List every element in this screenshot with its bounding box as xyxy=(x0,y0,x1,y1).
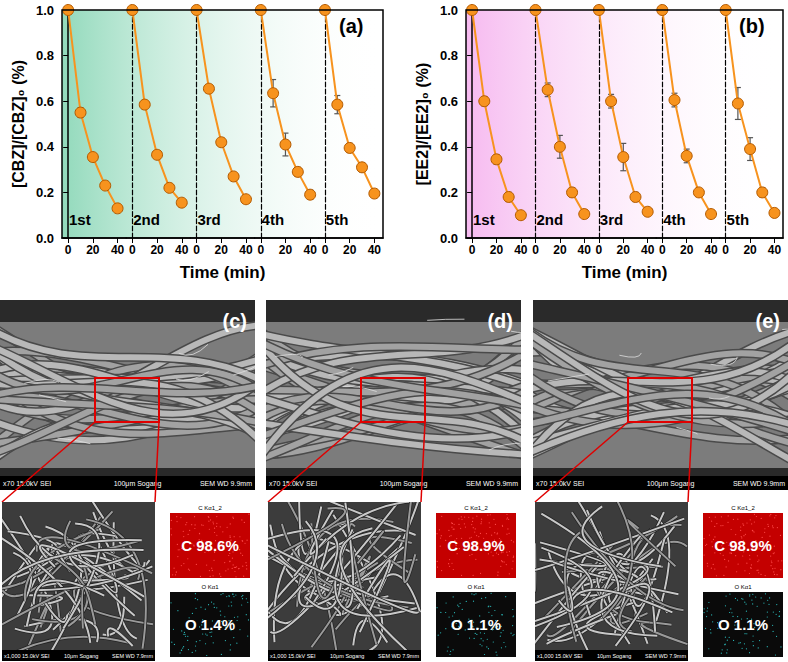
svg-text:0: 0 xyxy=(65,243,72,257)
svg-text:[EE2]/[EE2]₀ (%): [EE2]/[EE2]₀ (%) xyxy=(414,63,431,186)
svg-text:1.0: 1.0 xyxy=(440,3,458,18)
svg-text:100μm Sogang: 100μm Sogang xyxy=(380,480,428,488)
svg-text:x1,000 15.0kV SEI: x1,000 15.0kV SEI xyxy=(537,653,583,659)
svg-text:0: 0 xyxy=(722,243,729,257)
svg-text:4th: 4th xyxy=(663,211,686,228)
svg-text:x1,000 15.0kV SEI: x1,000 15.0kV SEI xyxy=(4,653,50,659)
svg-text:40: 40 xyxy=(368,243,382,257)
svg-text:20: 20 xyxy=(617,243,631,257)
svg-text:100μm Sogang: 100μm Sogang xyxy=(114,480,162,488)
svg-text:O Kα1: O Kα1 xyxy=(201,584,219,590)
svg-text:40: 40 xyxy=(704,243,718,257)
svg-text:20: 20 xyxy=(490,243,504,257)
svg-text:20: 20 xyxy=(680,243,694,257)
svg-text:C 98.9%: C 98.9% xyxy=(447,537,505,554)
svg-text:0.0: 0.0 xyxy=(440,231,458,246)
svg-text:3rd: 3rd xyxy=(600,211,623,228)
svg-text:C Kα1_2: C Kα1_2 xyxy=(731,505,755,511)
svg-text:2nd: 2nd xyxy=(536,211,563,228)
svg-text:0: 0 xyxy=(659,243,666,257)
svg-text:O Kα1: O Kα1 xyxy=(734,584,752,590)
svg-text:C Kα1_2: C Kα1_2 xyxy=(464,505,488,511)
svg-text:0: 0 xyxy=(129,243,136,257)
svg-text:20: 20 xyxy=(215,243,229,257)
svg-text:C 98.9%: C 98.9% xyxy=(714,537,772,554)
svg-text:O 1.1%: O 1.1% xyxy=(718,616,768,633)
svg-text:20: 20 xyxy=(150,243,164,257)
svg-text:40: 40 xyxy=(239,243,253,257)
svg-text:O 1.4%: O 1.4% xyxy=(185,616,235,633)
svg-text:O 1.1%: O 1.1% xyxy=(451,616,501,633)
svg-text:(e): (e) xyxy=(756,310,780,332)
svg-text:Time (min): Time (min) xyxy=(180,263,266,282)
svg-text:40: 40 xyxy=(514,243,528,257)
svg-text:10μm Sogang: 10μm Sogang xyxy=(330,653,364,659)
svg-text:Time (min): Time (min) xyxy=(582,263,668,282)
svg-text:40: 40 xyxy=(578,243,592,257)
svg-text:x1,000 15.0kV SEI: x1,000 15.0kV SEI xyxy=(270,653,316,659)
svg-text:0.8: 0.8 xyxy=(440,48,458,63)
svg-text:0.8: 0.8 xyxy=(36,48,54,63)
svg-text:3rd: 3rd xyxy=(197,211,220,228)
svg-text:1st: 1st xyxy=(473,211,495,228)
svg-text:20: 20 xyxy=(279,243,293,257)
svg-text:4th: 4th xyxy=(262,211,285,228)
svg-text:x70 15.0kV SEI: x70 15.0kV SEI xyxy=(269,480,318,487)
svg-text:0.2: 0.2 xyxy=(440,185,458,200)
svg-text:0.6: 0.6 xyxy=(36,94,54,109)
svg-text:(a): (a) xyxy=(339,15,363,37)
svg-text:10μm Sogang: 10μm Sogang xyxy=(64,653,98,659)
svg-text:20: 20 xyxy=(343,243,357,257)
svg-text:(b): (b) xyxy=(739,15,765,37)
svg-text:SEM WD 7.9mm: SEM WD 7.9mm xyxy=(645,653,686,659)
svg-text:0.6: 0.6 xyxy=(440,94,458,109)
svg-text:0: 0 xyxy=(532,243,539,257)
svg-text:C 98.6%: C 98.6% xyxy=(181,537,239,554)
svg-text:5th: 5th xyxy=(326,211,349,228)
svg-text:1st: 1st xyxy=(69,211,91,228)
svg-text:20: 20 xyxy=(743,243,757,257)
svg-text:20: 20 xyxy=(86,243,100,257)
svg-text:2nd: 2nd xyxy=(133,211,160,228)
svg-text:SEM WD 7.9mm: SEM WD 7.9mm xyxy=(378,653,419,659)
svg-text:0: 0 xyxy=(193,243,200,257)
svg-text:SEM WD 9.9mm: SEM WD 9.9mm xyxy=(733,480,785,487)
svg-text:100μm Sogang: 100μm Sogang xyxy=(647,480,695,488)
svg-text:40: 40 xyxy=(303,243,317,257)
svg-text:20: 20 xyxy=(553,243,567,257)
svg-text:0: 0 xyxy=(257,243,264,257)
svg-text:O Kα1: O Kα1 xyxy=(467,584,485,590)
svg-text:40: 40 xyxy=(641,243,655,257)
svg-text:40: 40 xyxy=(768,243,782,257)
svg-text:40: 40 xyxy=(175,243,189,257)
svg-text:0: 0 xyxy=(469,243,476,257)
svg-text:10μm Sogang: 10μm Sogang xyxy=(597,653,631,659)
svg-text:0: 0 xyxy=(322,243,329,257)
svg-text:x70 15.0kV SEI: x70 15.0kV SEI xyxy=(3,480,52,487)
svg-text:0.4: 0.4 xyxy=(440,139,459,154)
svg-text:0.0: 0.0 xyxy=(36,231,54,246)
svg-text:(c): (c) xyxy=(223,310,247,332)
svg-text:SEM WD 9.9mm: SEM WD 9.9mm xyxy=(200,480,252,487)
svg-text:5th: 5th xyxy=(727,211,750,228)
svg-text:40: 40 xyxy=(111,243,125,257)
svg-text:C Kα1_2: C Kα1_2 xyxy=(198,505,222,511)
svg-text:0.2: 0.2 xyxy=(36,185,54,200)
svg-text:x70 15.0kV SEI: x70 15.0kV SEI xyxy=(536,480,585,487)
svg-text:(d): (d) xyxy=(487,310,513,332)
svg-text:1.0: 1.0 xyxy=(36,3,54,18)
svg-text:0: 0 xyxy=(596,243,603,257)
svg-text:[CBZ]/[CBZ]₀ (%): [CBZ]/[CBZ]₀ (%) xyxy=(10,60,27,188)
svg-text:SEM WD 7.9mm: SEM WD 7.9mm xyxy=(112,653,153,659)
svg-text:SEM WD 9.9mm: SEM WD 9.9mm xyxy=(466,480,518,487)
svg-text:0.4: 0.4 xyxy=(36,139,55,154)
